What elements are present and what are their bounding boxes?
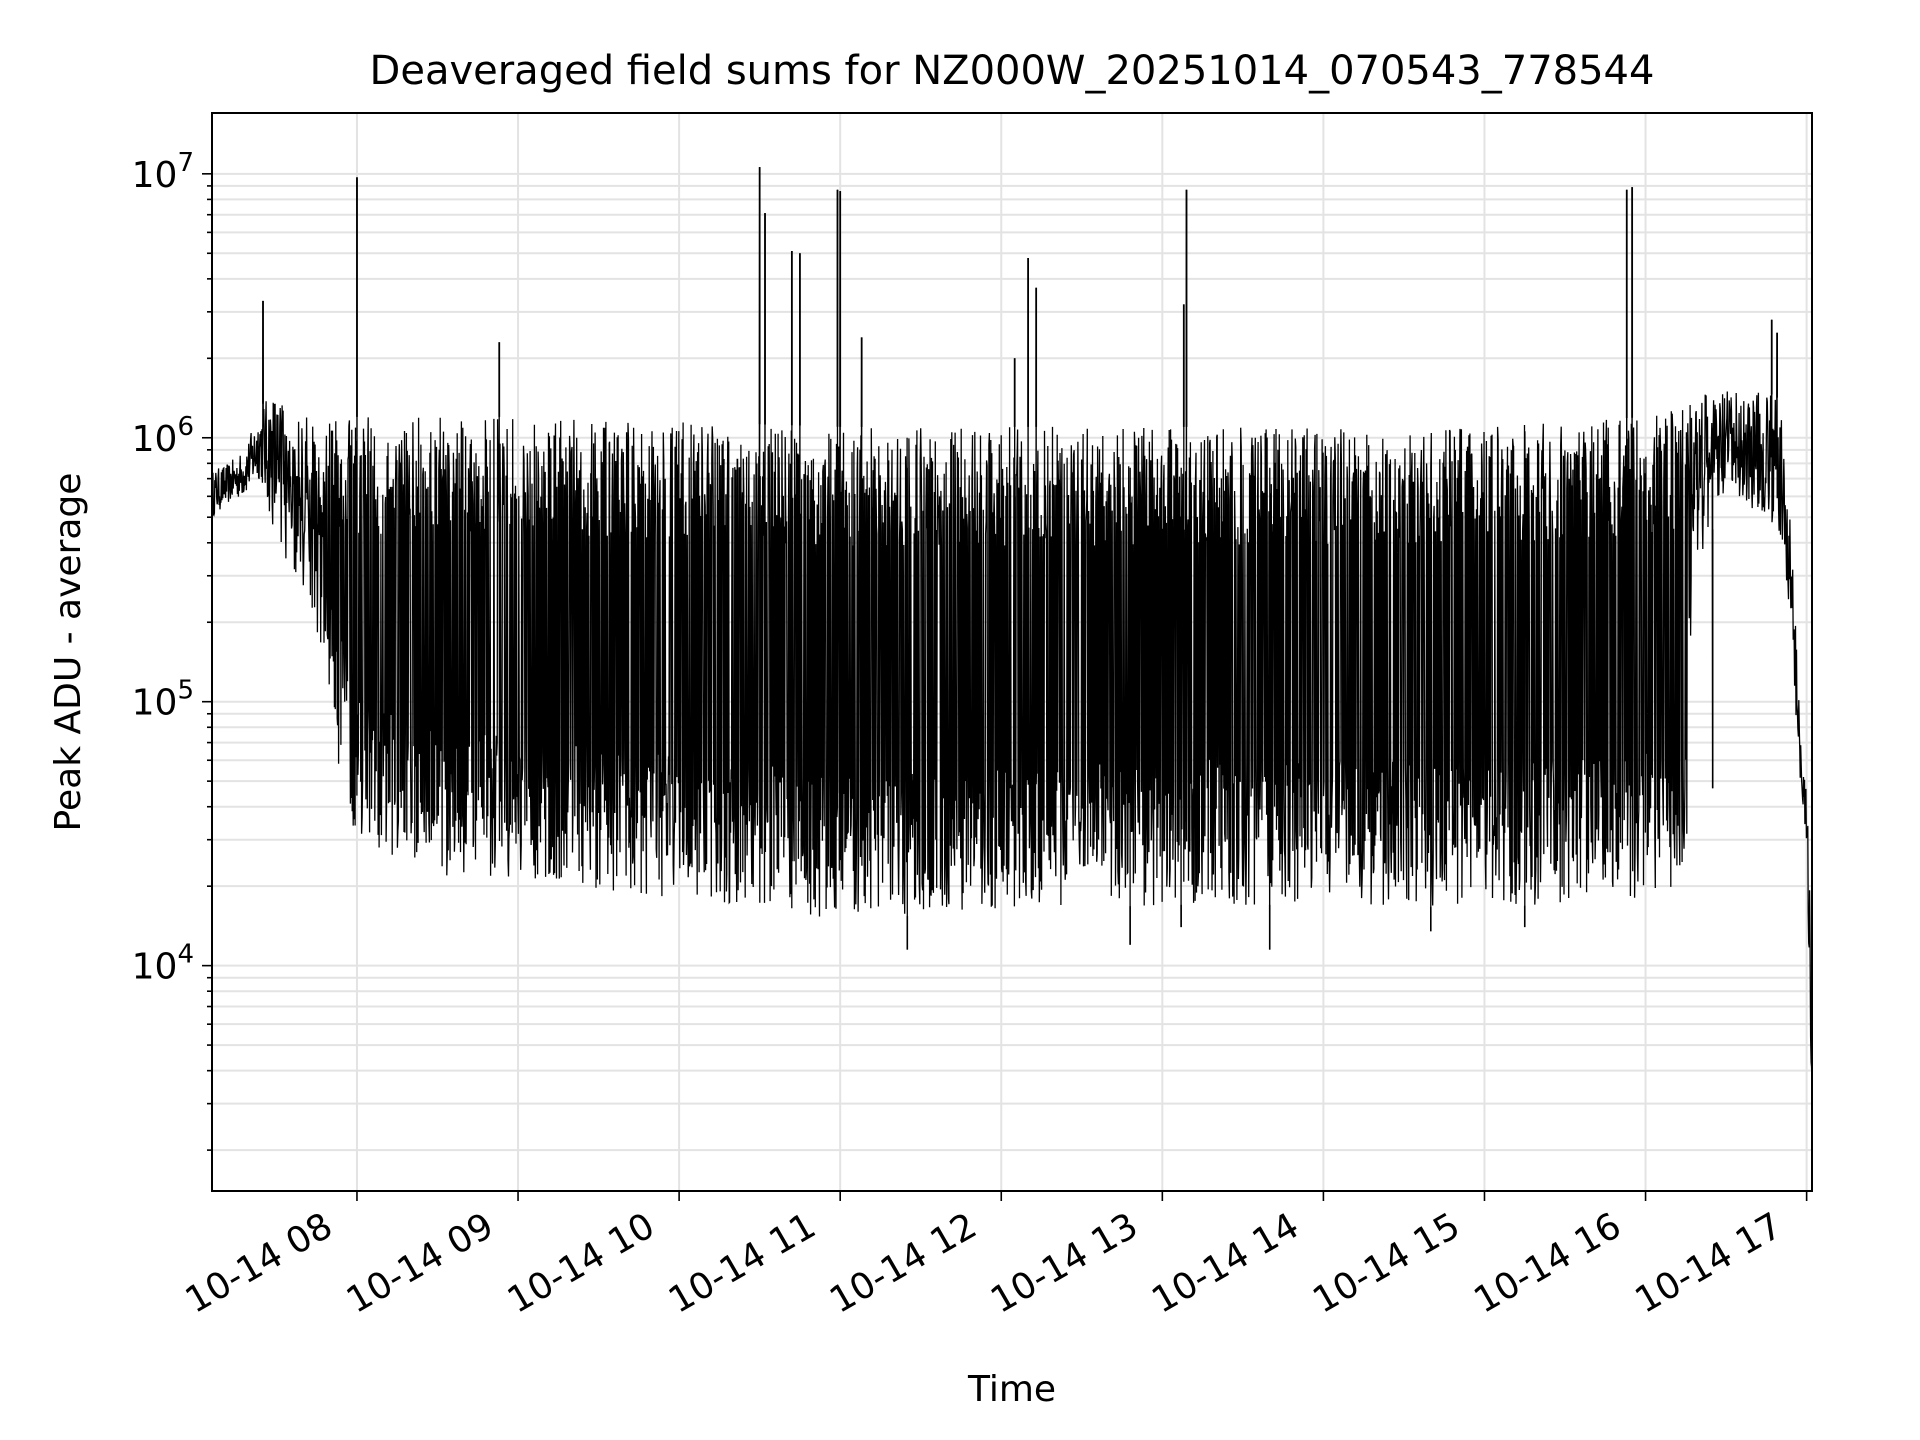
y-axis-ticks: 104 105 106 107: [132, 148, 212, 1151]
chart-title: Deaveraged field sums for NZ000W_2025101…: [370, 48, 1655, 94]
plot-area: [211, 167, 1813, 1080]
y-tick-label: 107: [132, 148, 194, 196]
y-tick-label: 104: [132, 940, 194, 988]
axes-frame: [211, 112, 1813, 1192]
data-series-line: [211, 167, 1813, 1080]
y-tick-label: 106: [132, 412, 194, 460]
y-tick-label: 105: [132, 676, 194, 724]
x-axis-label: Time: [967, 1369, 1056, 1410]
y-axis-label: Peak ADU - average: [48, 473, 89, 832]
